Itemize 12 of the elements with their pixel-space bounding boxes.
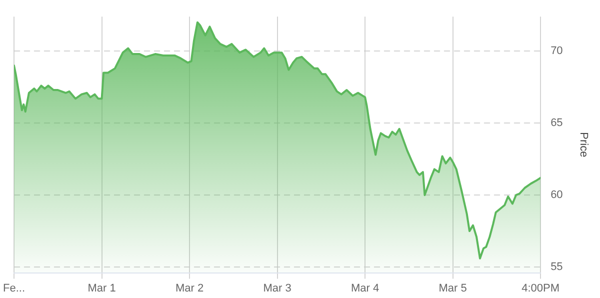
x-tick-label: 4:00PM — [522, 282, 560, 294]
y-axis-title: Price — [577, 132, 590, 158]
x-tick-label: Mar 5 — [438, 282, 467, 294]
x-tick-label: Mar 1 — [88, 282, 116, 294]
y-tick-label: 65 — [550, 117, 563, 130]
y-tick-label: 55 — [550, 261, 563, 274]
y-tick-label: 70 — [550, 45, 563, 58]
x-tick-label: Fe... — [2, 282, 26, 294]
y-tick-label: 60 — [550, 189, 563, 202]
x-tick-label: Mar 2 — [175, 282, 204, 294]
x-tick-label: Mar 3 — [263, 282, 292, 294]
x-tick-label: Mar 4 — [350, 282, 380, 294]
